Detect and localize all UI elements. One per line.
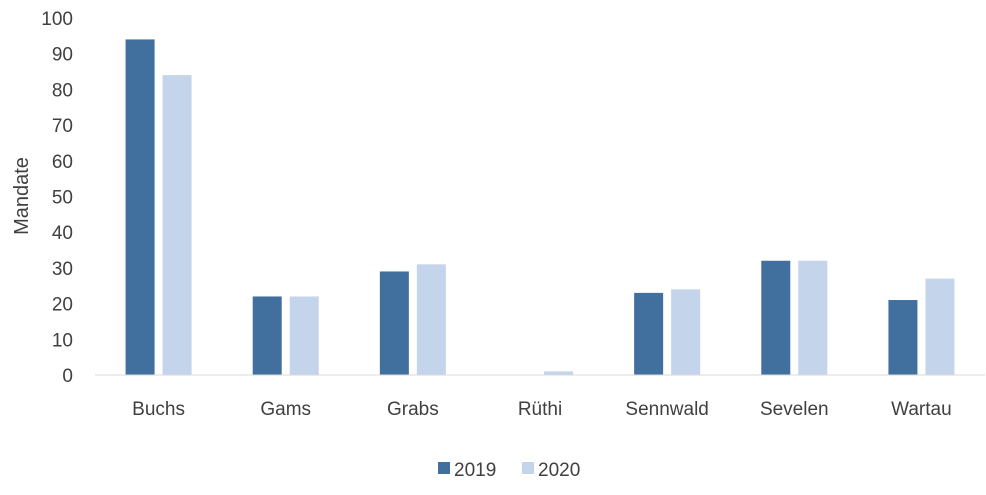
legend-swatch-2019 <box>438 462 450 474</box>
bar-2020-Buchs <box>162 75 192 376</box>
y-tick-label: 70 <box>52 116 73 137</box>
y-tick-label: 10 <box>52 330 73 351</box>
legend-swatch-2020 <box>522 462 534 474</box>
y-tick-label: 20 <box>52 295 73 316</box>
y-tick-label: 100 <box>41 9 73 30</box>
x-tick-label: Buchs <box>132 399 185 420</box>
x-tick-label: Gams <box>260 399 311 420</box>
x-tick-label: Sevelen <box>760 399 829 420</box>
y-tick-label: 80 <box>52 80 73 101</box>
y-tick-label: 0 <box>62 366 73 387</box>
bar-2019-Sennwald <box>634 292 664 375</box>
bar-2020-Rüthi <box>544 371 573 375</box>
bar-2019-Wartau <box>888 300 918 375</box>
bar-2019-Sevelen <box>761 260 791 375</box>
y-tick-label: 40 <box>52 223 73 244</box>
y-tick-label: 30 <box>52 259 73 280</box>
bars <box>125 39 955 376</box>
y-axis-title: Mandate <box>11 157 33 235</box>
bar-2019-Grabs <box>379 271 409 375</box>
legend-label: 2020 <box>538 460 580 481</box>
bar-2019-Gams <box>252 296 282 375</box>
bar-2020-Gams <box>289 296 319 375</box>
y-tick-label: 50 <box>52 188 73 209</box>
x-tick-label: Sennwald <box>625 399 708 420</box>
bar-2020-Wartau <box>925 278 955 375</box>
bar-2020-Sevelen <box>798 260 828 375</box>
y-tick-label: 60 <box>52 152 73 173</box>
x-tick-label: Rüthi <box>518 399 562 420</box>
legend-label: 2019 <box>454 460 496 481</box>
bar-2019-Buchs <box>125 39 155 376</box>
bar-2020-Sennwald <box>671 289 701 375</box>
x-axis-ticks: Buchs Gams Grabs Rüthi Sennwald Sevelen Wartau <box>132 399 952 420</box>
x-tick-label: Grabs <box>387 399 439 420</box>
legend: 2019 2020 <box>438 460 580 481</box>
bar-2020-Grabs <box>416 264 446 375</box>
y-tick-label: 90 <box>52 45 73 66</box>
x-tick-label: Wartau <box>891 399 952 420</box>
y-axis-ticks: 0 10 20 30 40 50 60 70 80 90 100 <box>41 9 73 387</box>
